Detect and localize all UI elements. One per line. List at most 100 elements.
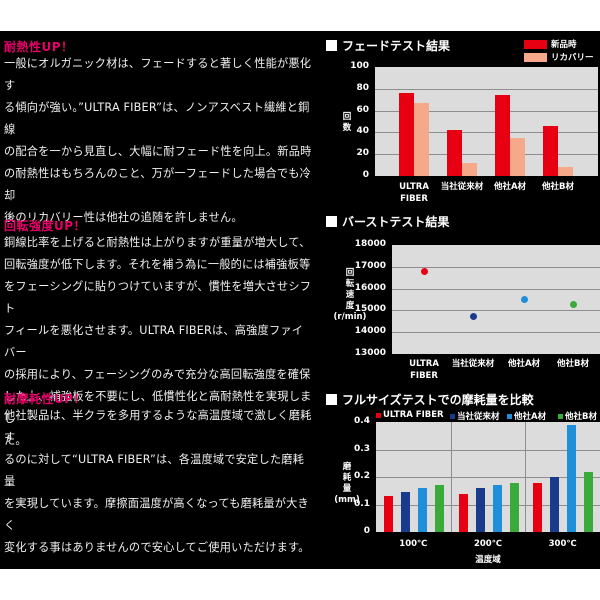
legend-swatch — [507, 413, 512, 419]
legend-label: 新品時 — [551, 40, 577, 50]
y-tick-label: 0 — [362, 170, 369, 180]
legend-label: 当社従来材 — [457, 412, 500, 422]
legend-label: 他社B材 — [565, 412, 597, 422]
y-tick-label: 0.1 — [354, 498, 370, 509]
x-axis-label: 温度域 — [475, 555, 501, 565]
y-tick-label: 13000 — [354, 348, 386, 358]
gridline — [375, 154, 598, 156]
section-title-rotational-strength: 回転強度UP！ — [4, 219, 87, 233]
bar — [550, 477, 560, 532]
text-line: をフェーシングに貼りつけていますが、慣性を増大させシフト — [4, 280, 312, 315]
group-divider — [525, 422, 527, 532]
section-body-heat-resistance: 一般にオルガニック材は、フェードすると著しく性能が悪化す る傾向が強い。”ULT… — [4, 53, 314, 229]
text-line: るのに対して“ULTRA FIBER”は、各温度域で安定した磨耗量 — [4, 453, 304, 488]
bar — [509, 482, 519, 532]
square-bullet-icon — [326, 40, 337, 51]
y-axis-label-char: 数 — [342, 123, 352, 133]
y-tick-label: 100 — [350, 61, 369, 71]
text-line: を実現しています。摩擦面温度が高くなっても磨耗量が大きく — [4, 497, 309, 532]
y-axis-label: 回数 — [340, 112, 354, 134]
text-line: の耐熱性はもちろんのこと、万が一フェードした場合でも冷却 — [4, 167, 312, 202]
bar — [475, 488, 485, 532]
bar — [543, 125, 558, 176]
bar — [399, 93, 414, 176]
y-tick-label: 0.3 — [354, 443, 370, 454]
x-tick-label: 他社A材 — [495, 358, 553, 370]
data-point — [569, 301, 577, 309]
text-line: 一般にオルガニック材は、フェードすると著しく性能が悪化す — [4, 57, 312, 92]
text-line: の配合を一から見直し、大幅に耐フェード性を向上。新品時 — [4, 145, 312, 158]
legend-item: 当社従来材 — [450, 410, 500, 422]
bar — [447, 130, 462, 176]
wear-plot-area — [376, 422, 600, 532]
y-axis-label: 回転速度 (r/min) — [330, 268, 370, 323]
x-tick-label: ULTRA FIBER — [395, 358, 453, 382]
y-tick-label: 15000 — [354, 304, 386, 315]
x-tick-label: 他社B材 — [529, 181, 587, 193]
legend-item: 他社A材 — [507, 410, 546, 422]
fade-chart-title: フェードテスト結果 — [326, 37, 450, 54]
gridline — [376, 477, 600, 478]
bar — [584, 471, 594, 532]
y-axis-label: 磨耗量 (mm) — [330, 462, 364, 506]
legend-label: 他社A材 — [514, 412, 547, 422]
fade-plot-area — [375, 67, 598, 176]
y-axis-label-char: 量 — [342, 484, 352, 494]
gridline — [375, 110, 598, 112]
bar — [533, 482, 543, 532]
bar — [510, 137, 525, 176]
legend-label: リカバリー — [551, 53, 594, 63]
x-tick-label: 200℃ — [473, 539, 502, 549]
text-line: た。 — [4, 434, 27, 447]
legend-item: 新品時 — [524, 38, 577, 50]
group-divider — [450, 422, 452, 532]
gridline — [376, 449, 600, 451]
burst-chart-title: バーストテスト結果 — [326, 213, 449, 230]
x-tick-label-line: FIBER — [400, 194, 428, 204]
bar — [462, 162, 477, 176]
data-point — [420, 267, 428, 275]
legend-swatch — [376, 412, 381, 418]
text-line: の採用により、フェーシングのみで充分な高回転強度を確保 — [4, 368, 311, 381]
bar — [401, 492, 410, 532]
gridline — [392, 332, 600, 334]
y-axis-label-char: 磨 — [342, 462, 352, 472]
legend-label: ULTRA FIBER — [383, 410, 444, 420]
x-tick-label: 当社従来材 — [433, 181, 491, 193]
bar — [435, 485, 444, 532]
bar — [384, 496, 393, 532]
x-tick-label-line: 他社A材 — [507, 359, 541, 369]
x-tick-label-line: 他社A材 — [493, 182, 527, 192]
text-line: 銅線比率を上げると耐熱性は上がりますが重量が増大して、 — [4, 236, 311, 249]
legend-swatch — [524, 52, 547, 62]
y-axis-label-char: (mm) — [334, 495, 360, 505]
square-bullet-icon — [326, 216, 337, 227]
y-axis-label-char: 回 — [345, 268, 355, 278]
y-tick-label: 60 — [356, 104, 369, 115]
section-body-rotational-strength: 銅線比率を上げると耐熱性は上がりますが重量が増大して、 回転強度が低下します。そ… — [4, 232, 314, 452]
x-tick-label-line: ULTRA — [409, 359, 439, 369]
legend-item: 他社B材 — [558, 410, 597, 422]
legend-item: リカバリー — [524, 51, 594, 63]
square-bullet-icon — [326, 394, 337, 405]
legend-swatch — [558, 413, 563, 419]
burst-chart-title-text: バーストテスト結果 — [342, 215, 450, 229]
text-line: 後のリカバリー性は他社の追随を許しません。 — [4, 211, 243, 224]
x-tick-label-line: 他社B材 — [542, 182, 574, 192]
y-tick-label: 80 — [356, 82, 369, 93]
y-tick-label: 16000 — [354, 282, 386, 293]
gridline — [375, 132, 598, 134]
data-point — [520, 296, 528, 303]
x-tick-label: 当社従来材 — [444, 358, 502, 370]
wear-chart-title: フルサイズテストでの摩耗量を比較 — [326, 391, 534, 408]
y-axis-label-char: 転 — [345, 279, 355, 289]
section-title-heat-resistance: 耐熱性UP！ — [4, 40, 74, 54]
gridline — [392, 288, 600, 290]
bar — [492, 485, 502, 532]
text-line: る傾向が強い。”ULTRA FIBER”は、ノンアスベスト繊維と銅線 — [4, 101, 310, 136]
x-tick-label-line: 他社B材 — [557, 359, 589, 369]
legend-swatch — [450, 413, 455, 419]
x-tick-label-line: 当社従来材 — [451, 359, 495, 369]
bar — [495, 95, 510, 176]
y-tick-label: 18000 — [354, 239, 386, 249]
